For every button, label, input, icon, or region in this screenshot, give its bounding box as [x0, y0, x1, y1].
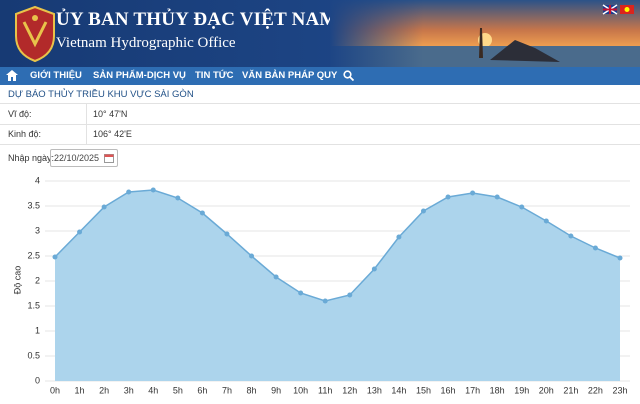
y-tick-label: 2 [35, 275, 40, 285]
nav-item[interactable]: GIỚI THIỆU [30, 70, 82, 81]
y-tick-label: 4 [35, 175, 40, 185]
data-point [77, 229, 83, 235]
data-point [52, 254, 58, 260]
chart: Độ cao 0 0.5 1 1.5 2 2.5 3 3.5 4 0h 1h 2h 3h 4h 5h 6h 7h… [12, 175, 630, 395]
x-tick-label: 13h [367, 385, 382, 395]
logo [15, 5, 55, 63]
y-tick-label: 3 [35, 225, 40, 235]
date-value[interactable]: 22/10/2025 [54, 153, 100, 163]
data-point [543, 218, 549, 224]
x-tick-label: 6h [197, 385, 207, 395]
row-label: Kinh độ: [8, 129, 42, 139]
data-point [592, 245, 598, 251]
x-tick-label: 7h [222, 385, 232, 395]
x-tick-label: 15h [416, 385, 431, 395]
x-tick-label: 18h [490, 385, 505, 395]
x-tick-label: 10h [293, 385, 308, 395]
x-tick-label: 2h [99, 385, 109, 395]
nav-item[interactable]: TIN TỨC [195, 70, 234, 81]
row-value: 10° 47'N [93, 109, 128, 119]
data-point [249, 253, 255, 259]
y-tick-label: 2.5 [27, 250, 40, 260]
nav-item[interactable]: VĂN BẢN PHÁP QUY [242, 70, 338, 81]
x-tick-label: 11h [318, 385, 332, 395]
site-subtitle: Vietnam Hydrographic Office [56, 35, 236, 51]
x-tick-label: 17h [465, 385, 480, 395]
row-label: Vĩ độ: [8, 109, 32, 119]
data-point [519, 204, 525, 210]
x-tick-label: 20h [539, 385, 554, 395]
data-point [617, 255, 623, 261]
x-tick-label: 19h [514, 385, 529, 395]
x-tick-label: 21h [563, 385, 578, 395]
x-tick-label: 22h [588, 385, 603, 395]
data-point [494, 194, 500, 200]
data-point [371, 266, 377, 272]
date-input[interactable]: 22/10/2025 [50, 149, 118, 167]
y-tick-label: 1.5 [27, 300, 40, 310]
data-point [396, 234, 402, 240]
data-point [175, 195, 181, 201]
data-point [445, 194, 451, 200]
calendar-icon[interactable] [104, 153, 114, 163]
data-point [199, 210, 205, 216]
x-tick-label: 4h [148, 385, 158, 395]
x-tick-label: 5h [173, 385, 183, 395]
data-point [420, 208, 426, 214]
area-fill [55, 190, 620, 381]
header-image [330, 0, 640, 67]
date-label: Nhập ngày: [8, 153, 55, 163]
data-point [126, 189, 132, 195]
x-tick-label: 0h [50, 385, 60, 395]
data-point [568, 233, 574, 239]
data-point [273, 274, 279, 280]
x-tick-label: 23h [612, 385, 627, 395]
nav-item[interactable]: SẢN PHẨM-DỊCH VỤ [93, 70, 186, 81]
data-point [470, 190, 476, 196]
nav-bar: GIỚI THIỆU SẢN PHẨM-DỊCH VỤ TIN TỨC VĂN … [0, 67, 640, 85]
data-point [298, 290, 304, 296]
x-tick-label: 8h [247, 385, 257, 395]
row-value: 106° 42'E [93, 129, 132, 139]
site-title: ỦY BAN THỦY ĐẠC VIỆT NAM [56, 9, 338, 30]
header: ỦY BAN THỦY ĐẠC VIỆT NAM Vietnam Hydrogr… [0, 0, 640, 67]
home-icon[interactable] [6, 70, 18, 81]
x-tick-label: 12h [342, 385, 357, 395]
data-point [150, 187, 156, 193]
table-row: Kinh độ: 106° 42'E [0, 124, 640, 145]
data-point [101, 204, 107, 210]
data-point [224, 231, 230, 237]
section-title: DỰ BÁO THỦY TRIỀU KHU VỰC SÀI GÒN [8, 89, 194, 100]
y-tick-label: 3.5 [27, 200, 40, 210]
data-point [322, 298, 328, 304]
x-tick-label: 14h [391, 385, 406, 395]
x-tick-label: 9h [271, 385, 281, 395]
x-tick-label: 3h [124, 385, 134, 395]
x-tick-label: 16h [441, 385, 456, 395]
data-point [347, 292, 353, 298]
search-icon[interactable] [343, 70, 354, 81]
y-tick-label: 0.5 [27, 350, 40, 360]
y-tick-label: 1 [35, 325, 40, 335]
y-axis-title: Độ cao [12, 266, 22, 295]
y-tick-label: 0 [35, 375, 40, 385]
x-tick-label: 1h [75, 385, 85, 395]
table-row: Vĩ độ: 10° 47'N [0, 103, 640, 125]
area-line [54, 189, 621, 302]
